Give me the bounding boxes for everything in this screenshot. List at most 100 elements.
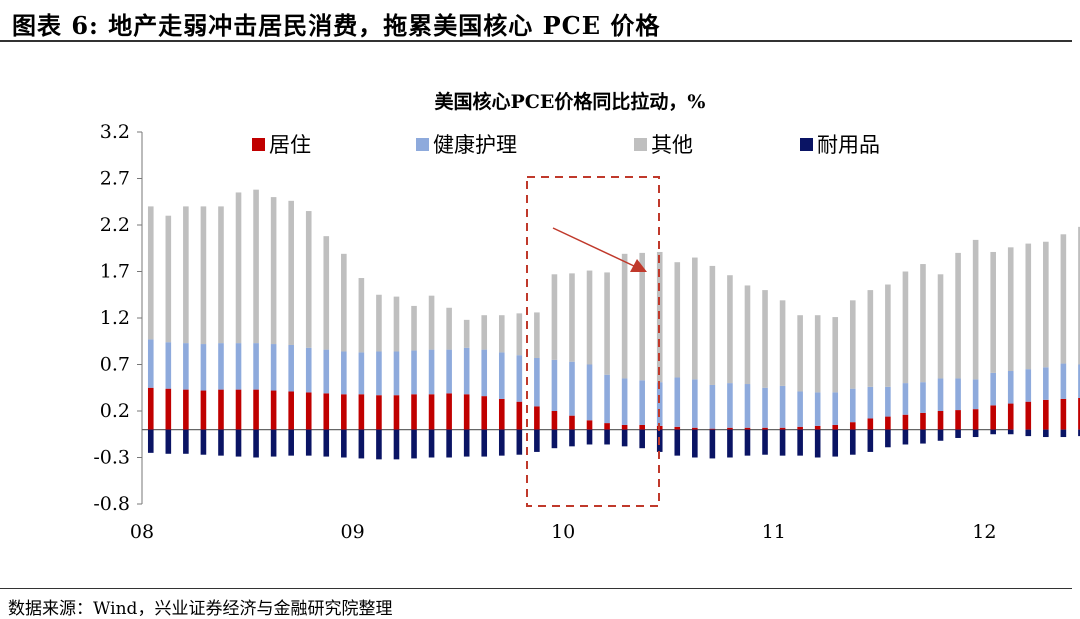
bar-segment [604, 272, 610, 375]
bar-segment [955, 429, 961, 438]
bar-segment [639, 429, 645, 449]
bar-segment [814, 429, 821, 458]
pce-contribution-chart: 美国核心PCE价格同比拉动，% 3.2 2.7 2.2 1.7 1.2 0.7 0.2 -0.… [93, 90, 1080, 543]
bar-segment [270, 429, 277, 457]
bar-segment [937, 429, 944, 441]
bar-segment [498, 315, 505, 353]
bar-segment [885, 429, 891, 448]
bar-segment [1060, 363, 1067, 399]
bar-segment [1043, 367, 1049, 400]
bar-segment [428, 295, 435, 350]
bar-segment [621, 253, 628, 379]
bar-segment [972, 379, 979, 410]
bar-segment [446, 349, 452, 394]
bar-segment [183, 389, 189, 430]
bar-segment [867, 429, 874, 452]
trend-arrow-head [630, 259, 647, 272]
bar-segment [183, 343, 189, 390]
bar-segment [1007, 371, 1014, 404]
bar-segment [586, 420, 593, 430]
bar-segment [621, 429, 628, 447]
x-tick-label: 11 [762, 521, 786, 543]
bar-segment [376, 395, 382, 430]
bar-segment [393, 351, 400, 396]
bar-segment [200, 344, 207, 391]
bar-segment [832, 392, 839, 425]
bar-segment [393, 296, 400, 352]
bar-segment [972, 239, 979, 380]
bar-segment [1078, 226, 1080, 365]
bar-segment [569, 273, 575, 362]
bar-segment [147, 206, 154, 340]
bar-segment [744, 427, 751, 430]
bar-segment [463, 394, 470, 430]
x-tick-label: 10 [551, 521, 575, 543]
bar-segment [569, 415, 575, 430]
legend-swatch [634, 138, 647, 151]
bar-segment [902, 429, 909, 445]
bar-segment [463, 347, 470, 395]
bar-segment [305, 392, 312, 430]
bar-segment [885, 416, 891, 430]
bar-segment [797, 315, 803, 392]
bar-segment [849, 388, 856, 423]
bar-segment [674, 429, 681, 456]
bar-segment [411, 350, 417, 395]
bar-segment [621, 424, 628, 430]
bar-segment [218, 343, 224, 390]
bar-segment [305, 429, 312, 456]
bar-segment [902, 271, 909, 384]
bar-segment [341, 351, 347, 395]
legend-label: 居住 [269, 133, 311, 157]
bar-segment [498, 398, 505, 430]
bar-segment [744, 384, 751, 428]
bar-segment [920, 264, 926, 383]
bar-segment [341, 253, 347, 352]
bar-segment [797, 429, 803, 456]
bar-segment [709, 428, 716, 430]
bar-segment [1060, 429, 1067, 438]
bar-segment [849, 422, 856, 430]
bar-segment [1043, 241, 1049, 368]
legend-label: 健康护理 [433, 133, 517, 157]
bar-segment [270, 197, 277, 345]
x-tick-label: 12 [972, 521, 996, 543]
x-tick-label: 09 [341, 521, 365, 543]
bar-segment [253, 343, 259, 390]
bar-segment [797, 426, 803, 430]
bar-segment [341, 394, 347, 430]
bar-segment [849, 429, 856, 455]
bar-segment [814, 392, 821, 426]
bar-segment [586, 364, 593, 421]
bar-segment [604, 429, 610, 445]
legend-swatch [800, 138, 813, 151]
bar-segment [165, 388, 172, 430]
chart-title: 美国核心PCE价格同比拉动，% [435, 90, 706, 113]
bar-segment [744, 285, 751, 385]
bar-segment [165, 342, 172, 389]
bar-segment [288, 200, 294, 345]
bar-segment [463, 429, 470, 457]
bar-segment [762, 387, 768, 428]
bar-segment [604, 423, 610, 430]
bar-segment [586, 429, 593, 445]
bar-segment [253, 189, 259, 344]
bar-segment [692, 257, 698, 380]
bar-segment [832, 424, 839, 430]
bar-segment [604, 374, 610, 424]
top-rule [0, 40, 1072, 42]
bar-segment [376, 294, 382, 352]
bar-segment [639, 380, 645, 425]
bar-segment [692, 427, 698, 430]
bar-segment [692, 379, 698, 428]
legend-label: 耐用品 [817, 133, 880, 157]
bar-segment [446, 429, 452, 458]
bar-segment [358, 394, 365, 430]
y-tick-label: 0.2 [100, 400, 130, 422]
bar-segment [990, 372, 996, 406]
bar-segment [393, 429, 400, 460]
bar-segment [534, 406, 540, 430]
bar-segment [902, 383, 909, 415]
bar-segment [147, 387, 154, 430]
bar-segment [428, 429, 435, 458]
